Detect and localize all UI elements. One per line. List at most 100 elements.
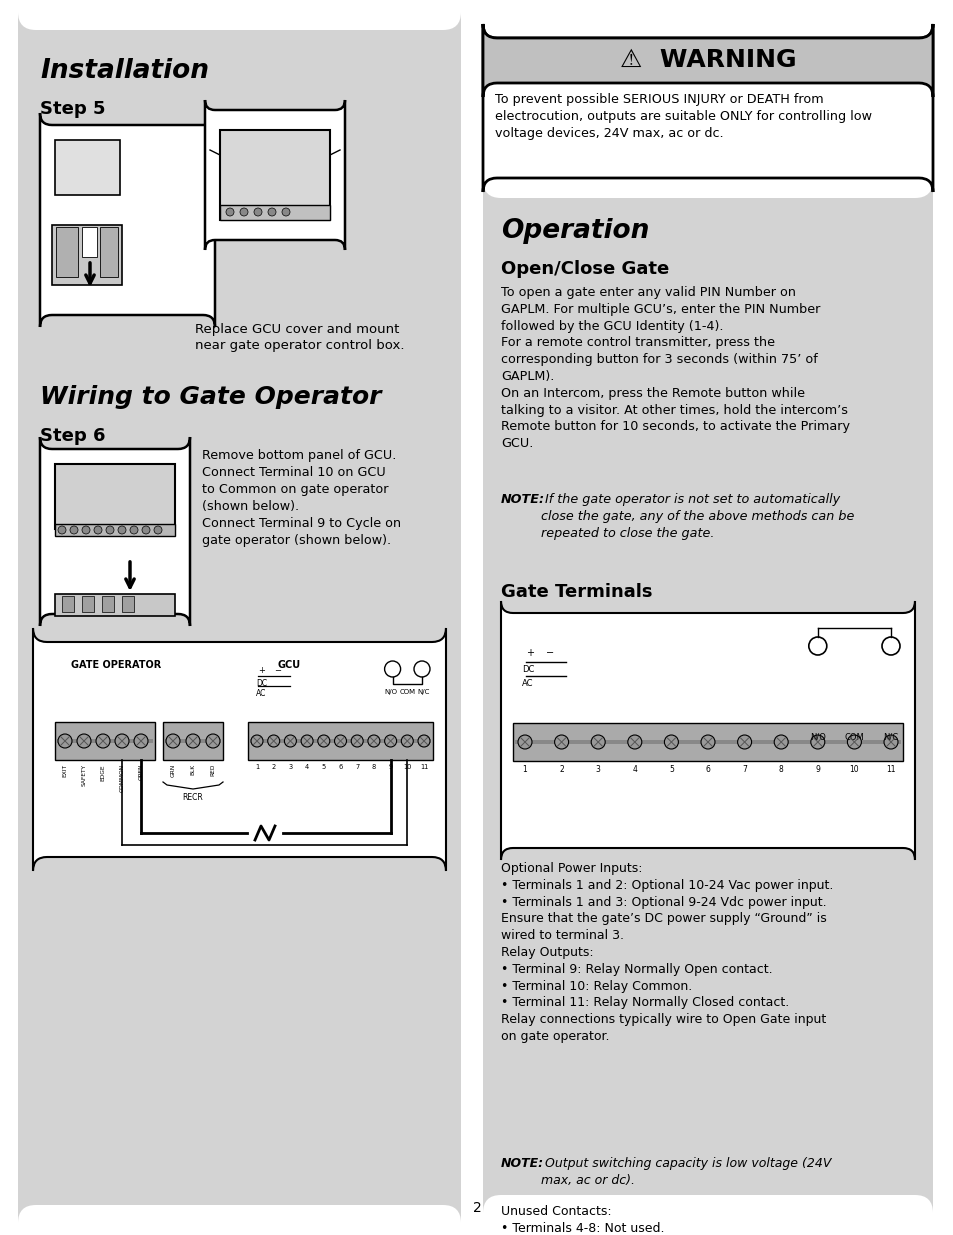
Text: Replace GCU cover and mount
near gate operator control box.: Replace GCU cover and mount near gate op… <box>194 324 404 352</box>
Bar <box>82 227 97 257</box>
Text: N/C: N/C <box>882 734 898 742</box>
Circle shape <box>284 735 296 747</box>
Bar <box>100 227 118 277</box>
Circle shape <box>282 207 290 216</box>
Text: 3: 3 <box>288 764 293 769</box>
Circle shape <box>58 734 71 748</box>
Circle shape <box>153 526 162 534</box>
Bar <box>122 597 133 613</box>
Text: COMMON: COMMON <box>119 764 125 792</box>
Text: COM: COM <box>843 734 863 742</box>
Text: 4: 4 <box>305 764 309 769</box>
Circle shape <box>737 735 751 748</box>
Circle shape <box>115 734 129 748</box>
Text: Step 5: Step 5 <box>40 100 106 119</box>
Bar <box>515 740 900 743</box>
Text: SAFETY: SAFETY <box>81 764 87 785</box>
Circle shape <box>591 735 604 748</box>
Bar <box>220 130 330 220</box>
Circle shape <box>96 734 110 748</box>
Bar <box>248 722 433 760</box>
Text: 2: 2 <box>558 764 563 774</box>
Circle shape <box>58 526 66 534</box>
Text: Unused Contacts:
• Terminals 4-8: Not used.: Unused Contacts: • Terminals 4-8: Not us… <box>500 1205 664 1235</box>
Text: AC: AC <box>521 679 533 688</box>
Circle shape <box>166 734 180 748</box>
Circle shape <box>268 207 275 216</box>
Text: 10: 10 <box>403 764 411 769</box>
Text: NOTE:: NOTE: <box>500 493 544 506</box>
Text: OPEN: OPEN <box>138 764 143 781</box>
Text: Remove bottom panel of GCU.
Connect Terminal 10 on GCU
to Common on gate operato: Remove bottom panel of GCU. Connect Term… <box>202 450 400 547</box>
Text: Wiring to Gate Operator: Wiring to Gate Operator <box>40 385 381 409</box>
Circle shape <box>106 526 113 534</box>
Bar <box>55 524 174 536</box>
FancyBboxPatch shape <box>482 180 932 1213</box>
Bar <box>55 464 174 529</box>
Text: 5: 5 <box>321 764 326 769</box>
Text: Gate Terminals: Gate Terminals <box>500 583 652 601</box>
Text: RECR: RECR <box>182 793 203 802</box>
Circle shape <box>401 735 413 747</box>
Text: 2: 2 <box>272 764 275 769</box>
Circle shape <box>774 735 787 748</box>
Bar <box>82 597 94 613</box>
FancyBboxPatch shape <box>205 100 345 249</box>
Text: If the gate operator is not set to automatically
close the gate, any of the abov: If the gate operator is not set to autom… <box>540 493 854 540</box>
Circle shape <box>810 735 824 748</box>
Text: −: − <box>274 666 281 676</box>
Text: 8: 8 <box>372 764 375 769</box>
Text: AC: AC <box>255 689 266 698</box>
Circle shape <box>253 207 262 216</box>
Circle shape <box>186 734 200 748</box>
Text: Open/Close Gate: Open/Close Gate <box>500 261 669 278</box>
Text: GCU: GCU <box>277 659 301 671</box>
Text: Step 6: Step 6 <box>40 427 106 445</box>
Text: DC: DC <box>521 664 534 674</box>
Text: 6: 6 <box>338 764 342 769</box>
Circle shape <box>317 735 330 747</box>
Bar <box>56 227 78 277</box>
Circle shape <box>627 735 641 748</box>
Circle shape <box>240 207 248 216</box>
Circle shape <box>268 735 279 747</box>
Text: Installation: Installation <box>40 58 209 84</box>
FancyBboxPatch shape <box>33 629 446 871</box>
FancyBboxPatch shape <box>18 12 460 1223</box>
FancyBboxPatch shape <box>40 437 190 626</box>
Text: 10: 10 <box>849 764 859 774</box>
Text: Output switching capacity is low voltage (24V
max, ac or dc).: Output switching capacity is low voltage… <box>540 1157 830 1187</box>
Circle shape <box>384 735 396 747</box>
Text: GATE OPERATOR: GATE OPERATOR <box>71 659 161 671</box>
Circle shape <box>94 526 102 534</box>
Bar <box>102 597 113 613</box>
Text: Operation: Operation <box>500 219 649 245</box>
Text: DC: DC <box>255 679 267 688</box>
Text: N/C: N/C <box>417 689 430 695</box>
Text: +: + <box>525 648 534 658</box>
Bar <box>163 722 223 760</box>
Text: NOTE:: NOTE: <box>500 1157 543 1170</box>
Text: 6: 6 <box>705 764 710 774</box>
Text: 7: 7 <box>355 764 359 769</box>
Text: N/O: N/O <box>809 734 825 742</box>
Text: RED: RED <box>211 764 215 777</box>
Text: 8: 8 <box>778 764 782 774</box>
Text: 2: 2 <box>472 1200 481 1215</box>
Circle shape <box>206 734 220 748</box>
Text: EXIT: EXIT <box>63 764 68 777</box>
Circle shape <box>351 735 363 747</box>
Circle shape <box>77 734 91 748</box>
Text: N/O: N/O <box>384 689 396 695</box>
Bar <box>55 594 174 616</box>
Circle shape <box>82 526 90 534</box>
Circle shape <box>301 735 313 747</box>
Bar <box>52 225 122 285</box>
Circle shape <box>335 735 346 747</box>
Text: 4: 4 <box>632 764 637 774</box>
FancyBboxPatch shape <box>500 601 914 860</box>
Circle shape <box>368 735 379 747</box>
Text: BLK: BLK <box>191 764 195 776</box>
Bar <box>57 739 152 743</box>
Circle shape <box>554 735 568 748</box>
